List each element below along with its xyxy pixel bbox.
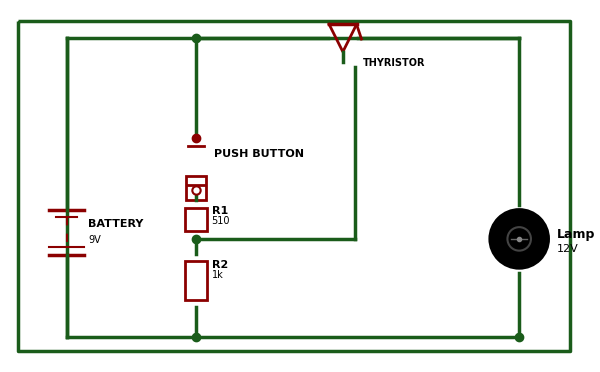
Bar	[186, 176, 206, 200]
Text: 510: 510	[212, 216, 230, 226]
Text: R2: R2	[212, 260, 228, 270]
Bar	[185, 208, 206, 231]
Text: PUSH BUTTON: PUSH BUTTON	[214, 149, 304, 159]
Bar	[185, 262, 206, 299]
Text: 9V: 9V	[88, 235, 101, 245]
Text: THYRISTOR: THYRISTOR	[362, 58, 425, 68]
Text: BATTERY: BATTERY	[88, 219, 143, 229]
Text: 1k: 1k	[212, 270, 223, 280]
Text: Lamp: Lamp	[556, 228, 595, 241]
Text: 12V: 12V	[556, 244, 578, 254]
Text: R1: R1	[212, 206, 228, 217]
Circle shape	[490, 209, 548, 268]
